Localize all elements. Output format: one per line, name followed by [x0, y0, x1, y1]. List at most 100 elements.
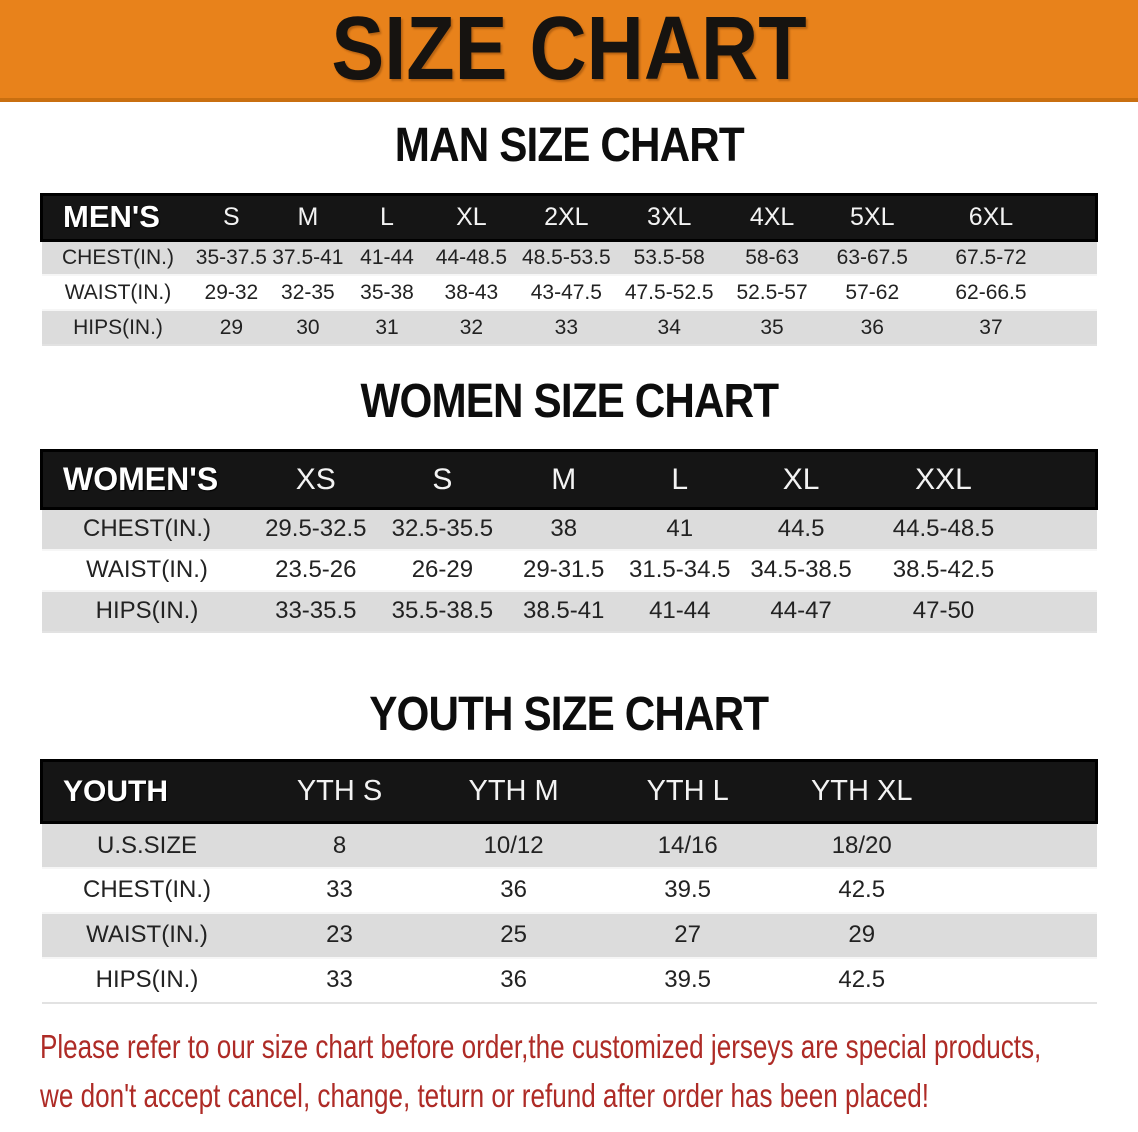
size-column-header: YTH M: [426, 759, 601, 825]
women-section-title-text: WOMEN SIZE CHART: [360, 375, 779, 429]
measurement-value: 36: [500, 876, 527, 904]
measurement-row: U.S.SIZE 8 10/12 14/16 18/20: [41, 822, 1097, 868]
measurement-value: 38: [550, 515, 578, 543]
filler-cell: [949, 913, 1097, 958]
size-column-header: 3XL: [616, 192, 722, 242]
measurement-value: 29-32: [204, 280, 259, 304]
row-label: HIPS(IN.): [73, 315, 163, 339]
row-label: WAIST(IN.): [64, 280, 172, 304]
womens-header-row: WOMEN'S XS S M L XL XXL: [40, 449, 1098, 511]
youth-section-title: YOUTH SIZE CHART: [0, 687, 1138, 742]
measurement-value: 57-62: [845, 280, 900, 304]
size-column-header: YTH XL: [774, 759, 949, 825]
size-column-header: XXL: [864, 449, 1023, 511]
measurement-value: 38-43: [444, 280, 499, 304]
measurement-value: 35-38: [360, 280, 414, 304]
measurement-value: 44-47: [770, 597, 832, 625]
measurement-value: 23.5-26: [275, 556, 357, 584]
measurement-row: WAIST(IN.) 23.5-26 26-29 29-31.5 31.5-34.5 34…: [41, 549, 1097, 591]
man-section-title: MAN SIZE CHART: [0, 119, 1138, 173]
measurement-value: 34.5-38.5: [750, 556, 852, 584]
measurement-row: WAIST(IN.) 23 25 27 29: [41, 912, 1097, 958]
youth-section-title-text: YOUTH SIZE CHART: [369, 687, 770, 741]
measurement-value: 41: [666, 515, 694, 543]
size-column-header: 4XL: [721, 192, 823, 242]
row-label: HIPS(IN.): [95, 597, 199, 625]
measurement-value: 38.5-42.5: [892, 556, 995, 584]
measurement-value: 8: [332, 831, 347, 859]
filler-cell: [1060, 275, 1097, 310]
disclaimer-line-2-text: we don't accept cancel, change, teturn o…: [40, 1076, 930, 1114]
measurement-value: 44-48.5: [435, 246, 508, 270]
size-column-header: 5XL: [822, 192, 923, 242]
measurement-value: 35: [760, 315, 784, 339]
youth-group-label: YOUTH: [40, 759, 253, 825]
disclaimer-line-2: we don't accept cancel, change, teturn o…: [40, 1075, 1138, 1124]
filler-cell: [1060, 240, 1097, 275]
measurement-value: 44.5: [777, 515, 825, 543]
measurement-value: 58-63: [745, 246, 799, 270]
measurement-value: 33: [326, 876, 353, 904]
measurement-value: 63-67.5: [836, 246, 908, 270]
man-size-section: MAN SIZE CHART MEN'S S M L XL 2XL 3XL 4XL 5XL 6XL…: [0, 119, 1138, 347]
measurement-value: 41-44: [649, 597, 711, 625]
size-column-header: 2XL: [516, 192, 617, 242]
measurement-value: 47.5-52.5: [624, 280, 714, 304]
filler-cell: [949, 868, 1097, 913]
measurement-value: 62-66.5: [955, 280, 1027, 304]
page-title: SIZE CHART: [331, 0, 807, 99]
order-disclaimer: Please refer to our size chart before or…: [40, 1026, 1138, 1124]
measurement-value: 29-31.5: [523, 556, 605, 584]
measurement-row: CHEST(IN.) 35-37.5 37.5-41 41-44 44-48.5 48.5…: [41, 240, 1097, 276]
filler-cell: [1023, 509, 1097, 550]
mens-header-row: MEN'S S M L XL 2XL 3XL 4XL 5XL 6XL: [40, 192, 1098, 242]
disclaimer-line-1: Please refer to our size chart before or…: [40, 1026, 1138, 1075]
measurement-value: 33: [326, 966, 353, 994]
size-chart-banner: SIZE CHART: [0, 0, 1138, 102]
measurement-value: 36: [500, 966, 527, 994]
measurement-value: 53.5-58: [633, 246, 705, 270]
measurement-value: 37.5-41: [272, 246, 344, 270]
size-column-header: S: [379, 449, 506, 511]
measurement-value: 29: [848, 921, 876, 949]
measurement-value: 32: [459, 315, 484, 339]
measurement-value: 31: [375, 315, 399, 339]
row-label: WAIST(IN.): [86, 556, 208, 584]
row-label: U.S.SIZE: [96, 831, 198, 859]
measurement-row: CHEST(IN.) 33 36 39.5 42.5: [41, 867, 1097, 913]
filler-cell: [1060, 310, 1097, 345]
measurement-value: 47-50: [912, 597, 975, 625]
youth-size-section: YOUTH SIZE CHART YOUTH YTH S YTH M YTH L YTH…: [0, 687, 1138, 1004]
measurement-value: 37: [979, 315, 1003, 339]
womens-group-label: WOMEN'S: [40, 449, 253, 511]
measurement-value: 67.5-72: [955, 246, 1027, 270]
measurement-value: 52.5-57: [736, 280, 808, 304]
measurement-value: 36: [860, 315, 884, 339]
measurement-value: 10/12: [483, 831, 544, 859]
measurement-value: 44.5-48.5: [892, 515, 995, 543]
measurement-value: 32.5-35.5: [391, 515, 494, 543]
filler-header-cell: [1022, 449, 1098, 511]
women-size-section: WOMEN SIZE CHART WOMEN'S XS S M L XL XXL CHEST(…: [0, 375, 1138, 632]
measurement-value: 18/20: [831, 831, 892, 859]
measurement-row: WAIST(IN.) 29-32 32-35 35-38 38-43 43-47.5 47.…: [41, 275, 1097, 311]
filler-cell: [949, 958, 1097, 1003]
measurement-value: 35.5-38.5: [391, 597, 494, 625]
measurement-value: 14/16: [657, 831, 718, 859]
measurement-value: 33-35.5: [275, 597, 357, 625]
filler-cell: [949, 823, 1097, 868]
measurement-value: 35-37.5: [195, 246, 267, 270]
measurement-value: 42.5: [838, 966, 886, 994]
measurement-value: 34: [657, 315, 681, 339]
measurement-value: 31.5-34.5: [629, 556, 731, 584]
size-column-header: YTH S: [252, 759, 427, 825]
youth-header-row: YOUTH YTH S YTH M YTH L YTH XL: [40, 759, 1098, 825]
mens-group-label: MEN'S: [40, 192, 195, 242]
measurement-row: HIPS(IN.) 29 30 31 32 33 34 35 36 37: [41, 310, 1097, 346]
measurement-value: 43-47.5: [530, 280, 602, 304]
filler-cell: [1023, 591, 1097, 632]
measurement-value: 29.5-32.5: [265, 515, 367, 543]
men-size-table: MEN'S S M L XL 2XL 3XL 4XL 5XL 6XL CHEST(IN.) 35-37…: [40, 192, 1098, 347]
row-label: CHEST(IN.): [83, 515, 211, 543]
filler-header-cell: [948, 759, 1098, 825]
